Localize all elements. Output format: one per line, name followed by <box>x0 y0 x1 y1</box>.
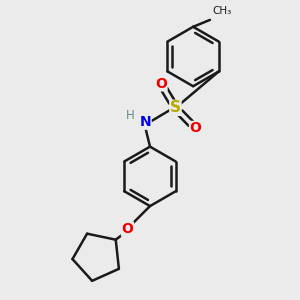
Text: N: N <box>140 115 151 129</box>
Text: S: S <box>170 100 181 115</box>
Text: O: O <box>190 122 202 135</box>
Text: H: H <box>125 110 134 122</box>
Text: O: O <box>122 222 134 236</box>
Text: O: O <box>155 77 167 91</box>
Text: CH₃: CH₃ <box>212 6 232 16</box>
